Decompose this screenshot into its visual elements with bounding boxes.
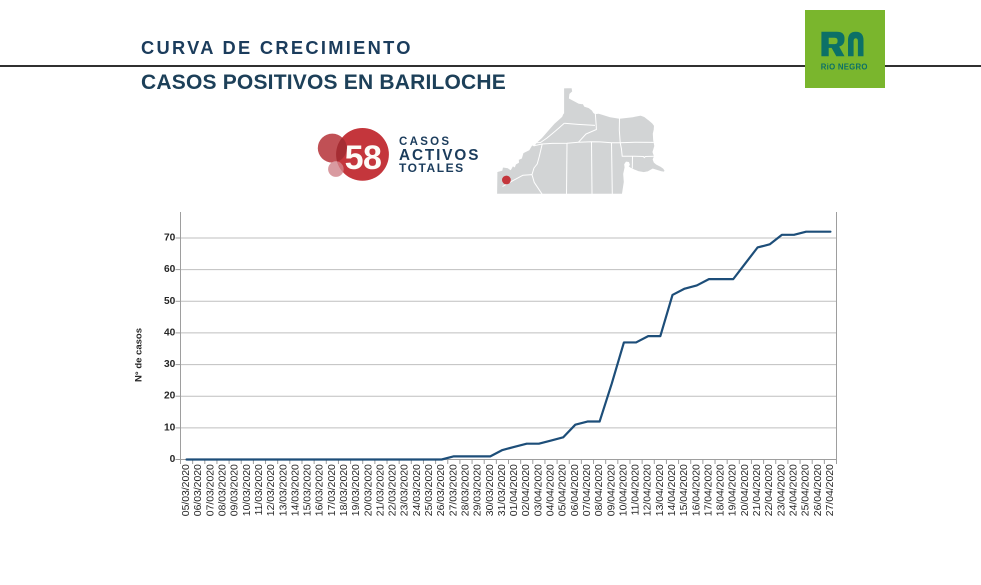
svg-text:60: 60: [164, 264, 176, 275]
svg-text:27/04/2020: 27/04/2020: [825, 464, 836, 516]
svg-text:50: 50: [164, 296, 176, 307]
svg-text:21/04/2020: 21/04/2020: [752, 464, 763, 516]
svg-text:70: 70: [164, 233, 176, 244]
svg-text:05/03/2020: 05/03/2020: [181, 464, 192, 516]
svg-text:12/04/2020: 12/04/2020: [643, 464, 654, 516]
svg-text:10: 10: [164, 422, 176, 433]
svg-text:04/04/2020: 04/04/2020: [546, 464, 557, 516]
svg-text:10/04/2020: 10/04/2020: [618, 464, 629, 516]
svg-text:09/03/2020: 09/03/2020: [230, 464, 241, 516]
svg-text:07/03/2020: 07/03/2020: [205, 464, 216, 516]
svg-text:03/04/2020: 03/04/2020: [533, 464, 544, 516]
svg-text:20/03/2020: 20/03/2020: [363, 464, 374, 516]
svg-text:25/03/2020: 25/03/2020: [424, 464, 435, 516]
svg-text:N° de casos: N° de casos: [134, 328, 145, 382]
svg-text:15/03/2020: 15/03/2020: [303, 464, 314, 516]
svg-text:19/03/2020: 19/03/2020: [351, 464, 362, 516]
svg-text:08/04/2020: 08/04/2020: [594, 464, 605, 516]
svg-text:16/03/2020: 16/03/2020: [315, 464, 326, 516]
svg-text:08/03/2020: 08/03/2020: [218, 464, 229, 516]
svg-text:30/03/2020: 30/03/2020: [485, 464, 496, 516]
svg-text:23/03/2020: 23/03/2020: [400, 464, 411, 516]
svg-text:13/04/2020: 13/04/2020: [655, 464, 666, 516]
svg-text:14/03/2020: 14/03/2020: [290, 464, 301, 516]
svg-text:30: 30: [164, 359, 176, 370]
svg-text:26/04/2020: 26/04/2020: [813, 464, 824, 516]
svg-text:31/03/2020: 31/03/2020: [497, 464, 508, 516]
svg-text:26/03/2020: 26/03/2020: [436, 464, 447, 516]
svg-text:23/04/2020: 23/04/2020: [776, 464, 787, 516]
svg-text:20/04/2020: 20/04/2020: [740, 464, 751, 516]
svg-text:25/04/2020: 25/04/2020: [801, 464, 812, 516]
svg-text:18/03/2020: 18/03/2020: [339, 464, 350, 516]
svg-text:01/04/2020: 01/04/2020: [509, 464, 520, 516]
svg-text:27/03/2020: 27/03/2020: [448, 464, 459, 516]
svg-text:28/03/2020: 28/03/2020: [460, 464, 471, 516]
svg-text:24/03/2020: 24/03/2020: [412, 464, 423, 516]
svg-text:22/03/2020: 22/03/2020: [388, 464, 399, 516]
svg-text:17/03/2020: 17/03/2020: [327, 464, 338, 516]
svg-text:0: 0: [170, 454, 176, 465]
svg-text:21/03/2020: 21/03/2020: [375, 464, 386, 516]
svg-text:14/04/2020: 14/04/2020: [667, 464, 678, 516]
svg-text:11/04/2020: 11/04/2020: [631, 464, 642, 515]
svg-text:09/04/2020: 09/04/2020: [606, 464, 617, 516]
svg-text:24/04/2020: 24/04/2020: [788, 464, 799, 516]
svg-text:58: 58: [345, 139, 382, 177]
svg-text:06/03/2020: 06/03/2020: [193, 464, 204, 516]
svg-text:06/04/2020: 06/04/2020: [570, 464, 581, 516]
svg-text:13/03/2020: 13/03/2020: [278, 464, 289, 516]
svg-text:05/04/2020: 05/04/2020: [558, 464, 569, 516]
svg-text:RiO NEGRO: RiO NEGRO: [821, 62, 868, 71]
svg-text:10/03/2020: 10/03/2020: [242, 464, 253, 516]
svg-text:18/04/2020: 18/04/2020: [716, 464, 727, 516]
svg-text:17/04/2020: 17/04/2020: [703, 464, 714, 516]
svg-text:02/04/2020: 02/04/2020: [521, 464, 532, 516]
svg-text:12/03/2020: 12/03/2020: [266, 464, 277, 516]
svg-text:29/03/2020: 29/03/2020: [473, 464, 484, 516]
svg-text:40: 40: [164, 327, 176, 338]
svg-text:19/04/2020: 19/04/2020: [728, 464, 739, 516]
svg-text:07/04/2020: 07/04/2020: [582, 464, 593, 516]
svg-text:20: 20: [164, 391, 176, 402]
svg-text:16/04/2020: 16/04/2020: [691, 464, 702, 516]
svg-text:11/03/2020: 11/03/2020: [254, 464, 265, 515]
svg-text:22/04/2020: 22/04/2020: [764, 464, 775, 516]
svg-text:15/04/2020: 15/04/2020: [679, 464, 690, 516]
